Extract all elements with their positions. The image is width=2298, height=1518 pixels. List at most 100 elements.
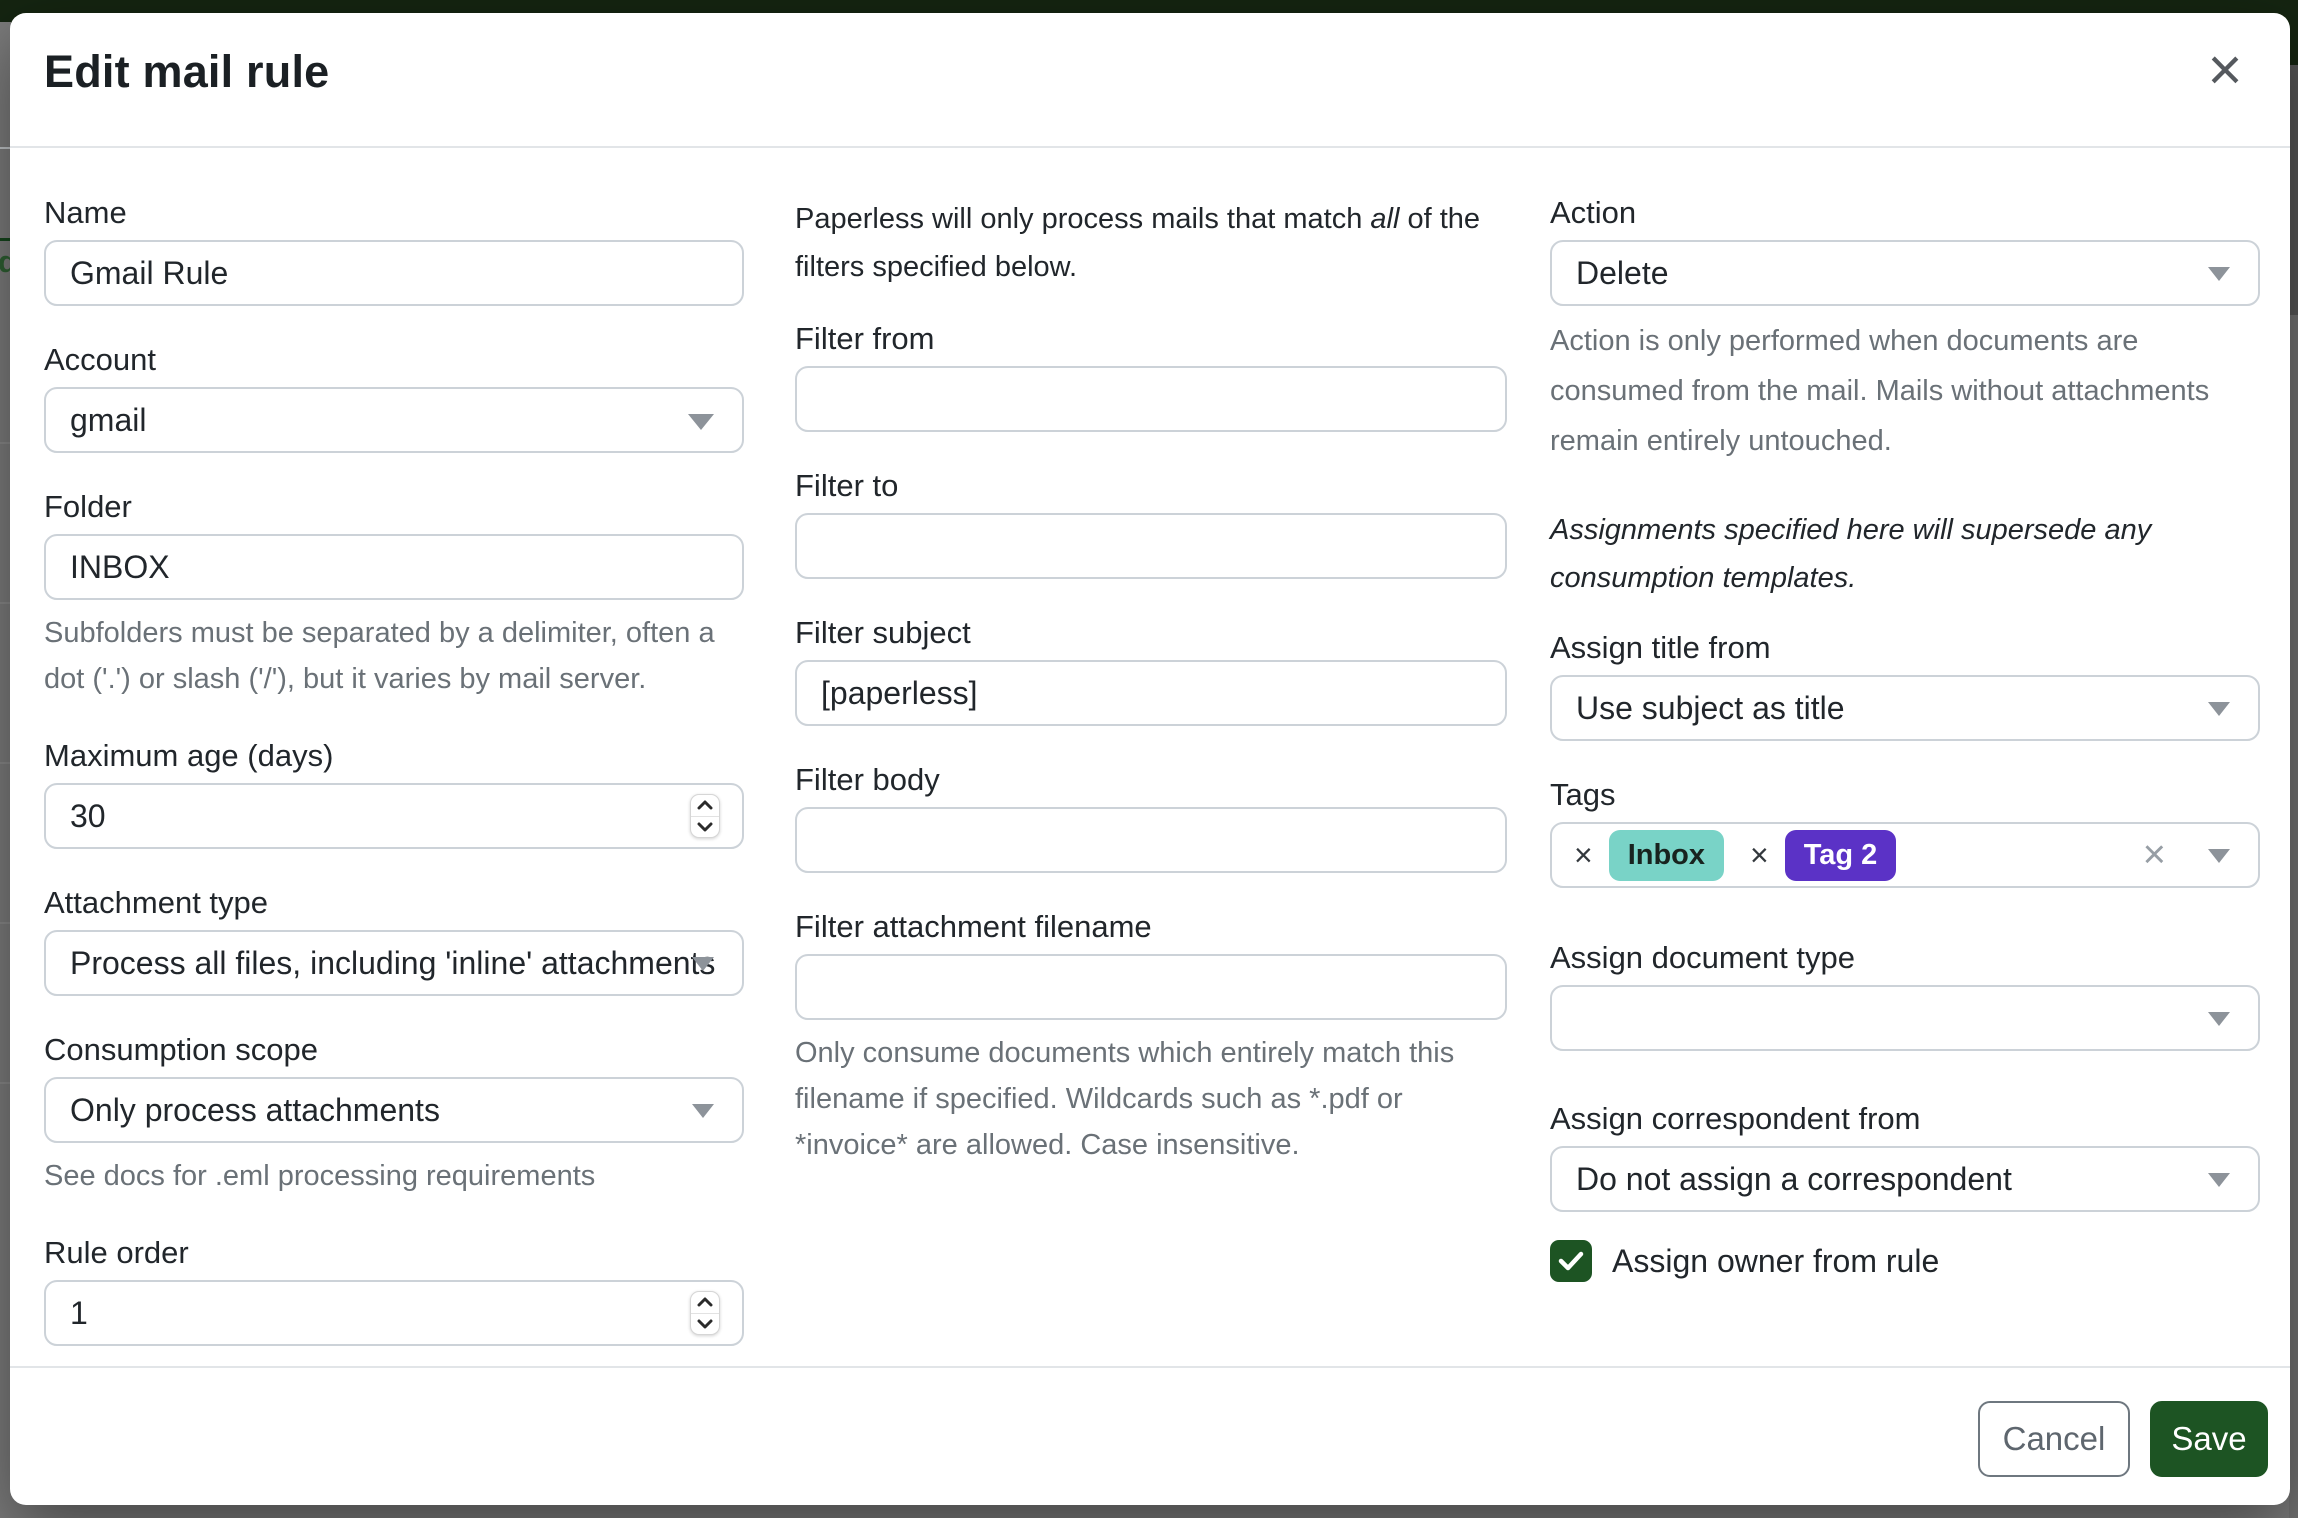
name-input[interactable] [46,242,742,304]
action-help-text: Action is only performed when documents … [1550,325,2210,457]
filter-subject-label: Filter subject [795,615,971,650]
intro-italic-word: all [1370,203,1400,235]
assign-title-group: Assign title from Use subject as title [1550,630,2260,741]
folder-input[interactable] [46,536,742,598]
assign-correspondent-group: Assign correspondent from Do not assign … [1550,1101,2260,1212]
filter-to-input[interactable] [797,515,1505,577]
assign-correspondent-label: Assign correspondent from [1550,1101,1921,1136]
filter-subject-input[interactable] [797,662,1505,724]
consumption-scope-help: See docs for .eml processing requirement… [44,1160,596,1192]
cancel-button[interactable]: Cancel [1978,1401,2130,1477]
chevron-down-icon [688,414,714,430]
assign-doctype-select[interactable] [1550,985,2260,1051]
filter-subject-field-wrap [795,660,1507,726]
account-label: Account [44,342,157,377]
name-label: Name [44,195,127,230]
attachment-type-select[interactable]: Process all files, including 'inline' at… [44,930,744,996]
chevron-down-icon [2208,1173,2230,1187]
rule-order-input[interactable] [46,1282,742,1344]
dimmed-link-underline [0,238,11,241]
account-select[interactable]: gmail [44,387,744,453]
filter-filename-label: Filter attachment filename [795,909,1152,944]
consumption-scope-group: Consumption scope Only process attachmen… [44,1032,744,1199]
clear-tags-icon[interactable]: × [2142,832,2166,877]
action-group: Action Delete Action is only performed w… [1550,195,2260,466]
folder-field-wrap [44,534,744,600]
number-stepper[interactable] [690,1291,720,1335]
dimmed-table-line [0,922,11,924]
assign-title-value: Use subject as title [1576,690,1845,726]
filter-filename-input[interactable] [797,956,1505,1018]
assign-doctype-label: Assign document type [1550,940,1856,975]
remove-tag-icon[interactable]: × [1574,836,1593,873]
assign-correspondent-value: Do not assign a correspondent [1576,1161,2012,1197]
action-select[interactable]: Delete [1550,240,2260,306]
save-button[interactable]: Save [2150,1401,2268,1477]
action-label: Action [1550,195,1637,230]
account-value: gmail [70,402,147,438]
remove-tag-icon[interactable]: × [1750,836,1769,873]
filter-to-group: Filter to [795,468,1507,579]
tag-chip-inbox: Inbox [1608,829,1725,881]
assignments-note: Assignments specified here will supersed… [1550,514,2152,594]
dimmed-table-line [0,442,11,444]
assign-title-select[interactable]: Use subject as title [1550,675,2260,741]
filter-to-field-wrap [795,513,1507,579]
chevron-down-icon [692,1104,714,1118]
stepper-down-icon[interactable] [691,1312,719,1335]
selected-tags: × Inbox × Tag 2 [1572,824,1897,886]
rule-order-label: Rule order [44,1235,189,1270]
assign-title-label: Assign title from [1550,630,1771,665]
filter-body-input[interactable] [797,809,1505,871]
dimmed-table-line [0,602,11,604]
folder-help-text: Subfolders must be separated by a delimi… [44,617,715,695]
max-age-field-wrap [44,783,744,849]
filter-filename-field-wrap [795,954,1507,1020]
filter-body-label: Filter body [795,762,940,797]
edit-mail-rule-dialog: Edit mail rule × Name Account gmail Fold… [10,13,2290,1505]
filter-subject-group: Filter subject [795,615,1507,726]
assign-owner-label: Assign owner from rule [1612,1242,1940,1279]
consumption-scope-label: Consumption scope [44,1032,318,1067]
number-stepper[interactable] [690,794,720,838]
tags-select[interactable]: × Inbox × Tag 2 × [1550,822,2260,888]
filter-from-input[interactable] [797,368,1505,430]
chevron-down-icon [2208,849,2230,863]
stepper-up-icon[interactable] [691,1292,719,1313]
consumption-scope-select[interactable]: Only process attachments [44,1077,744,1143]
filter-from-group: Filter from [795,321,1507,432]
stepper-down-icon[interactable] [691,815,719,838]
stepper-up-icon[interactable] [691,795,719,816]
folder-label: Folder [44,489,132,524]
page-scrollbar-thumb[interactable] [2289,65,2298,315]
assign-owner-checkbox[interactable] [1550,1240,1592,1282]
attachment-type-value: Process all files, including 'inline' at… [70,945,716,981]
filter-filename-help: Only consume documents which entirely ma… [795,1037,1455,1161]
name-field-wrap [44,240,744,306]
tags-group: Tags × Inbox × Tag 2 × [1550,777,2260,888]
dimmed-table-line [0,1082,11,1084]
max-age-label: Maximum age (days) [44,738,334,773]
attachment-type-label: Attachment type [44,885,269,920]
page-scrollbar-track[interactable] [2289,65,2298,1518]
chevron-down-icon [2208,267,2230,281]
account-group: Account gmail [44,342,744,453]
chevron-down-icon [2208,1012,2230,1026]
action-value: Delete [1576,255,1669,291]
assign-doctype-group: Assign document type [1550,940,2260,1051]
dimmed-table-line [0,762,11,764]
tags-label: Tags [1550,777,1616,812]
dimmed-table-line [0,147,11,149]
close-icon[interactable]: × [2190,35,2260,105]
folder-group: Folder Subfolders must be separated by a… [44,489,744,702]
consumption-scope-value: Only process attachments [70,1092,440,1128]
attachment-type-group: Attachment type Process all files, inclu… [44,885,744,996]
dialog-header: Edit mail rule × [10,13,2290,148]
filter-filename-group: Filter attachment filename Only consume … [795,909,1507,1168]
filter-body-field-wrap [795,807,1507,873]
dialog-footer: Cancel Save [10,1366,2290,1505]
max-age-input[interactable] [46,785,742,847]
dialog-title: Edit mail rule [44,46,330,97]
assign-correspondent-select[interactable]: Do not assign a correspondent [1550,1146,2260,1212]
filter-to-label: Filter to [795,468,899,503]
